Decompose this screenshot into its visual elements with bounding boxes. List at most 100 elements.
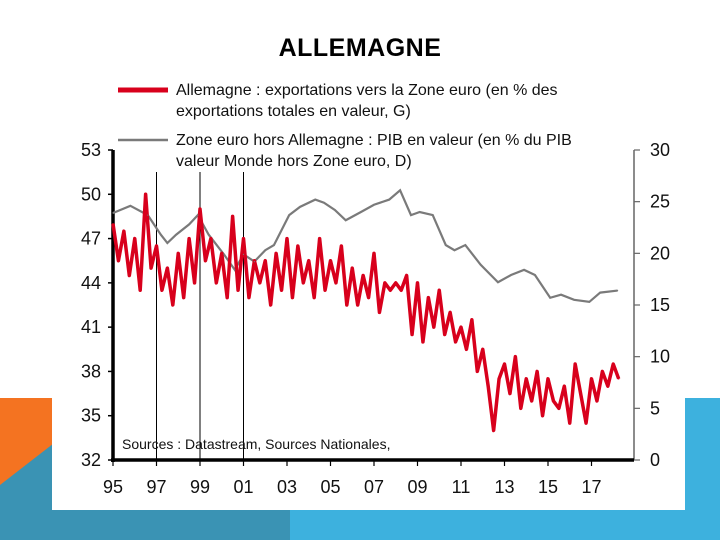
data-point-gdp: [253, 261, 255, 263]
y-left-tick-label: 41: [81, 317, 101, 337]
data-point-exports: [460, 326, 462, 328]
data-point-gdp: [323, 202, 325, 204]
data-point-exports: [411, 333, 413, 336]
data-point-exports: [574, 363, 576, 365]
data-point-exports: [427, 296, 430, 299]
data-point-exports: [416, 282, 419, 284]
y-left-tick-label: 44: [81, 273, 101, 293]
data-point-exports: [150, 267, 152, 269]
x-tick-label: 03: [277, 477, 297, 497]
data-point-exports: [362, 274, 364, 277]
data-point-exports: [161, 289, 163, 292]
data-point-exports: [237, 289, 239, 292]
data-point-gdp: [432, 214, 434, 216]
data-point-gdp: [288, 214, 290, 216]
data-point-gdp: [599, 292, 601, 294]
data-point-exports: [340, 245, 343, 247]
data-point-exports: [541, 414, 544, 417]
data-point-exports: [313, 296, 315, 299]
data-point-gdp: [112, 212, 114, 214]
data-point-exports: [155, 245, 158, 247]
data-point-gdp: [399, 189, 401, 191]
data-point-gdp: [147, 214, 149, 216]
data-point-exports: [503, 363, 506, 365]
x-tick-label: 09: [407, 477, 427, 497]
data-point-exports: [471, 318, 473, 321]
data-point-exports: [498, 378, 500, 380]
data-point-gdp: [208, 234, 210, 236]
data-point-gdp: [617, 289, 619, 292]
data-point-exports: [351, 267, 354, 269]
data-point-exports: [264, 259, 267, 262]
data-point-gdp: [479, 264, 482, 266]
data-point-gdp: [445, 244, 447, 246]
data-point-exports: [297, 245, 299, 247]
data-point-exports: [307, 259, 310, 262]
data-point-exports: [166, 267, 169, 269]
data-point-exports: [220, 252, 223, 255]
data-point-gdp: [234, 269, 236, 271]
data-point-exports: [520, 407, 522, 410]
data-point-gdp: [373, 204, 375, 206]
data-point-gdp: [166, 242, 168, 244]
data-point-exports: [601, 370, 604, 373]
data-point-exports: [378, 311, 381, 314]
data-point-gdp: [560, 294, 562, 296]
data-point-exports: [318, 237, 321, 240]
legend-exports-line1: Allemagne : exportations vers la Zone eu…: [176, 82, 558, 99]
data-point-exports: [405, 274, 408, 277]
data-point-exports: [438, 289, 441, 292]
data-point-exports: [373, 252, 375, 255]
data-point-exports: [443, 333, 446, 336]
y-right-tick-label: 20: [650, 243, 670, 263]
data-point-exports: [144, 193, 147, 196]
y-right-tick-label: 25: [650, 192, 670, 212]
data-point-gdp: [360, 211, 362, 213]
y-left-tick-label: 35: [81, 406, 101, 426]
data-point-gdp: [334, 209, 336, 211]
data-point-exports: [547, 378, 549, 380]
y-left-tick-label: 50: [81, 184, 101, 204]
y-left-tick-label: 53: [81, 140, 101, 160]
data-point-exports: [335, 282, 337, 284]
legend: Allemagne : exportations vers la Zone eu…: [118, 82, 572, 170]
data-point-exports: [492, 429, 495, 432]
data-point-exports: [481, 348, 484, 351]
y-right-tick-label: 30: [650, 140, 670, 160]
series-line-gdp: [112, 188, 618, 304]
data-point-gdp: [299, 206, 301, 208]
data-point-exports: [182, 296, 185, 299]
legend-exports-line2: exportations totales en valeur, G): [176, 103, 411, 120]
data-point-exports: [226, 296, 228, 299]
y-right-tick-label: 10: [650, 347, 670, 367]
legend-gdp-line1: Zone euro hors Allemagne : PIB en valeur…: [176, 132, 572, 149]
data-point-gdp: [510, 274, 512, 276]
y-right-tick-label: 5: [650, 398, 660, 418]
data-point-exports: [394, 282, 397, 284]
data-point-exports: [568, 422, 571, 424]
data-point-exports: [422, 341, 424, 343]
data-point-exports: [123, 230, 125, 232]
data-point-exports: [269, 304, 272, 306]
data-point-exports: [324, 289, 326, 292]
data-point-exports: [454, 341, 457, 343]
data-point-exports: [509, 392, 511, 395]
y-left-tick-label: 32: [81, 450, 101, 470]
data-point-exports: [280, 289, 283, 292]
data-point-exports: [356, 304, 359, 306]
data-point-exports: [367, 296, 370, 299]
data-point-gdp: [264, 249, 266, 251]
data-point-gdp: [573, 299, 575, 301]
data-point-gdp: [464, 244, 466, 246]
data-point-exports: [433, 326, 435, 328]
data-point-exports: [476, 370, 479, 373]
data-point-exports: [215, 282, 218, 284]
x-tick-label: 99: [190, 477, 210, 497]
data-point-gdp: [497, 281, 499, 283]
data-point-gdp: [523, 269, 525, 271]
data-point-exports: [329, 259, 332, 262]
source-note: Sources : Datastream, Sources Nationales…: [122, 436, 390, 452]
series-line-exports: [111, 192, 621, 433]
data-point-exports: [400, 289, 402, 292]
